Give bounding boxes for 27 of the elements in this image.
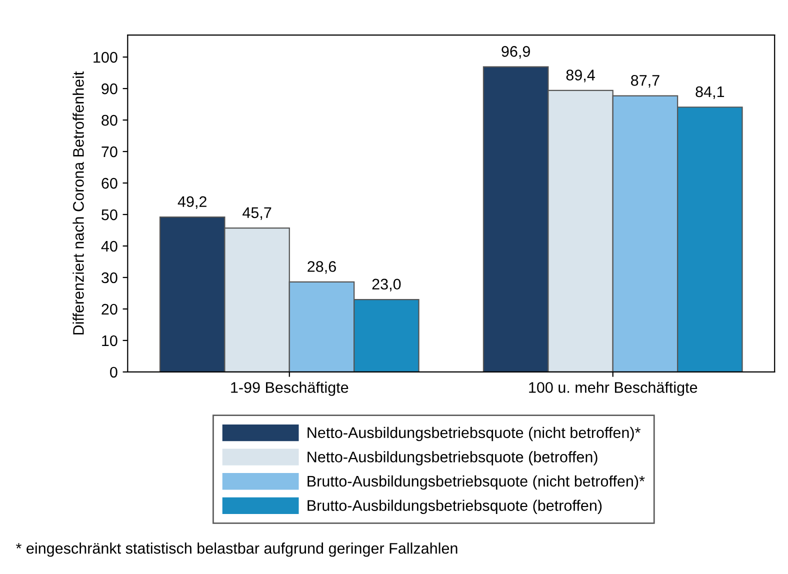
data-label: 28,6 xyxy=(308,261,336,274)
y-tick-label: 30 xyxy=(102,272,118,284)
data-label: 84,1 xyxy=(696,86,724,99)
y-tick-label: 0 xyxy=(110,366,118,378)
x-tick-label: 100 u. mehr Beschäftigte xyxy=(529,382,698,396)
y-tick-label: 70 xyxy=(102,146,118,158)
data-label: 96,9 xyxy=(502,46,530,59)
legend-label: Brutto-Ausbildungsbetriebsquote (nicht betroffen)* xyxy=(308,475,645,490)
text: * eingeschränkt statistisch belastbar aufgrund geringer Fallzahlen xyxy=(16,542,458,557)
data-label: 87,7 xyxy=(631,75,660,88)
data-label: 45,7 xyxy=(242,207,272,220)
y-tick-label: 90 xyxy=(102,83,118,94)
y-tick-label: 100 xyxy=(94,52,118,63)
y-tick-label: 50 xyxy=(102,209,118,220)
data-label: 89,4 xyxy=(566,70,595,82)
y-tick-label: 60 xyxy=(102,178,118,189)
y-tick-label: 10 xyxy=(102,335,118,346)
x-tick-label: 1-99 Beschäftigte xyxy=(231,382,348,396)
data-label: 49,2 xyxy=(178,196,206,209)
y-tick-label: 20 xyxy=(102,304,118,315)
legend-label: Brutto-Ausbildungsbetriebsquote (betroffen) xyxy=(308,500,602,514)
y-tick-label: 80 xyxy=(102,114,118,126)
legend-label: Netto-Ausbildungsbetriebsquote (betroffen) xyxy=(308,451,598,466)
data-label: 23,0 xyxy=(372,278,401,292)
legend-label: Netto-Ausbildungsbetriebsquote (nicht betroffen)* xyxy=(308,426,640,442)
y-axis-title: Differenziert nach Corona Betroffenheit xyxy=(72,71,84,334)
y-tick-label: 40 xyxy=(101,240,118,252)
